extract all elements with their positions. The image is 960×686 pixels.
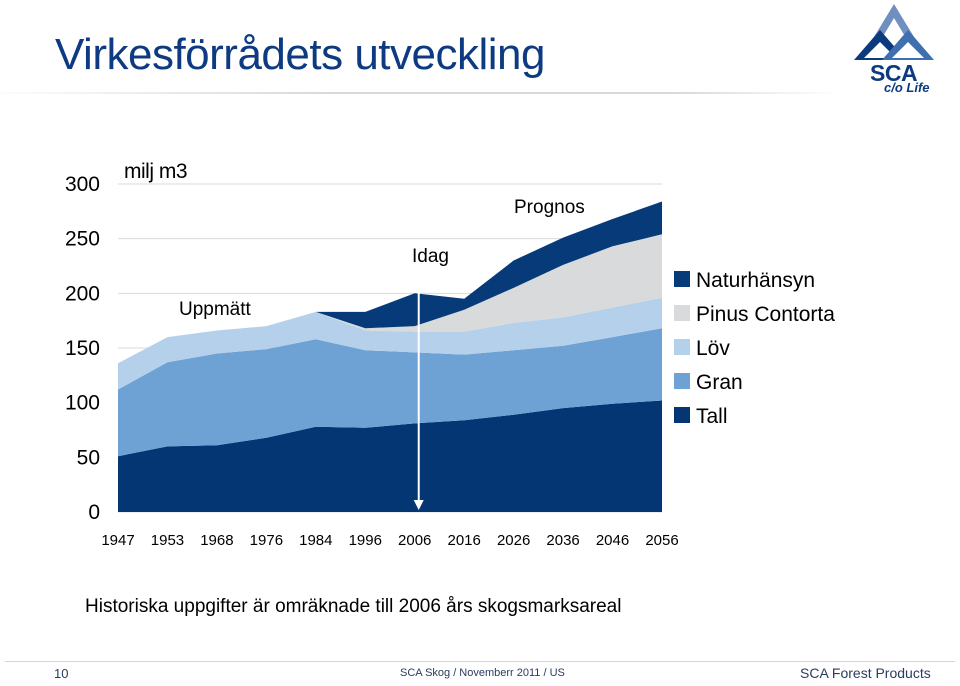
x-tick-label-2046: 2046 bbox=[596, 532, 629, 549]
x-tick-label-1984: 1984 bbox=[299, 532, 332, 549]
y-tick-label-100: 100 bbox=[65, 392, 100, 415]
today-arrow bbox=[413, 279, 424, 510]
area-pinus-contorta bbox=[118, 234, 662, 364]
y-tick-label-0: 0 bbox=[88, 501, 100, 524]
y-tick-label-300: 300 bbox=[65, 173, 100, 196]
title-divider bbox=[0, 92, 840, 94]
annotation-forecast: Prognos bbox=[514, 197, 585, 218]
y-tick-label-50: 50 bbox=[77, 446, 100, 469]
x-axis-ticks: 1947 1953 1968 1976 1984 1996 2006 2016 2026 2036… bbox=[101, 532, 678, 549]
page-number: 10 bbox=[54, 666, 69, 681]
legend-label-gran: Gran bbox=[696, 371, 743, 394]
area-l-v bbox=[118, 297, 662, 390]
legend-swatch-naturh-nsyn bbox=[674, 271, 690, 287]
x-tick-label-2016: 2016 bbox=[447, 532, 480, 549]
footer-bar bbox=[5, 661, 955, 686]
annotation-measured: Uppmätt bbox=[179, 299, 252, 320]
legend-swatch-l-v bbox=[674, 339, 690, 355]
legend-swatch-tall bbox=[674, 407, 690, 423]
legend-label-pinus-contorta: Pinus Contorta bbox=[696, 303, 835, 326]
x-tick-label-2026: 2026 bbox=[497, 532, 530, 549]
logo-tagline: c/o Life bbox=[884, 80, 930, 95]
sca-logo-icon bbox=[854, 4, 934, 60]
area-tall bbox=[118, 400, 662, 512]
footer-source: SCA Skog / Novemberr 2011 / US bbox=[400, 667, 565, 679]
legend-swatch-pinus-contorta bbox=[674, 305, 690, 321]
today-arrow-head bbox=[413, 500, 424, 510]
legend-label-tall: Tall bbox=[696, 405, 728, 428]
footnote: Historiska uppgifter är omräknade till 2… bbox=[85, 596, 622, 617]
logo-wordmark: SCA bbox=[870, 60, 918, 86]
x-tick-label-1947: 1947 bbox=[101, 532, 134, 549]
x-tick-label-1953: 1953 bbox=[151, 532, 184, 549]
x-tick-label-1976: 1976 bbox=[250, 532, 283, 549]
area-gran bbox=[118, 328, 662, 457]
legend: Naturhänsyn Pinus Contorta Löv Gran Tall bbox=[674, 269, 835, 428]
y-tick-label-150: 150 bbox=[65, 337, 100, 360]
area-series bbox=[118, 201, 662, 512]
legend-label-l-v: Löv bbox=[696, 337, 730, 360]
footer-company: SCA Forest Products bbox=[800, 665, 931, 681]
x-tick-label-1968: 1968 bbox=[200, 532, 233, 549]
x-tick-label-1996: 1996 bbox=[349, 532, 382, 549]
y-tick-label-250: 250 bbox=[65, 228, 100, 251]
slide-title: Virkesförrådets utveckling bbox=[55, 30, 545, 79]
legend-label-naturh-nsyn: Naturhänsyn bbox=[696, 269, 815, 292]
x-tick-label-2036: 2036 bbox=[546, 532, 579, 549]
unit-label: milj m3 bbox=[124, 160, 187, 183]
annotation-today: Idag bbox=[412, 246, 449, 267]
y-tick-label-200: 200 bbox=[65, 282, 100, 305]
legend-swatch-gran bbox=[674, 373, 690, 389]
x-tick-label-2006: 2006 bbox=[398, 532, 431, 549]
x-tick-label-2056: 2056 bbox=[645, 532, 678, 549]
y-axis-ticks: 0 50 100 150 200 250 300 bbox=[65, 173, 100, 524]
